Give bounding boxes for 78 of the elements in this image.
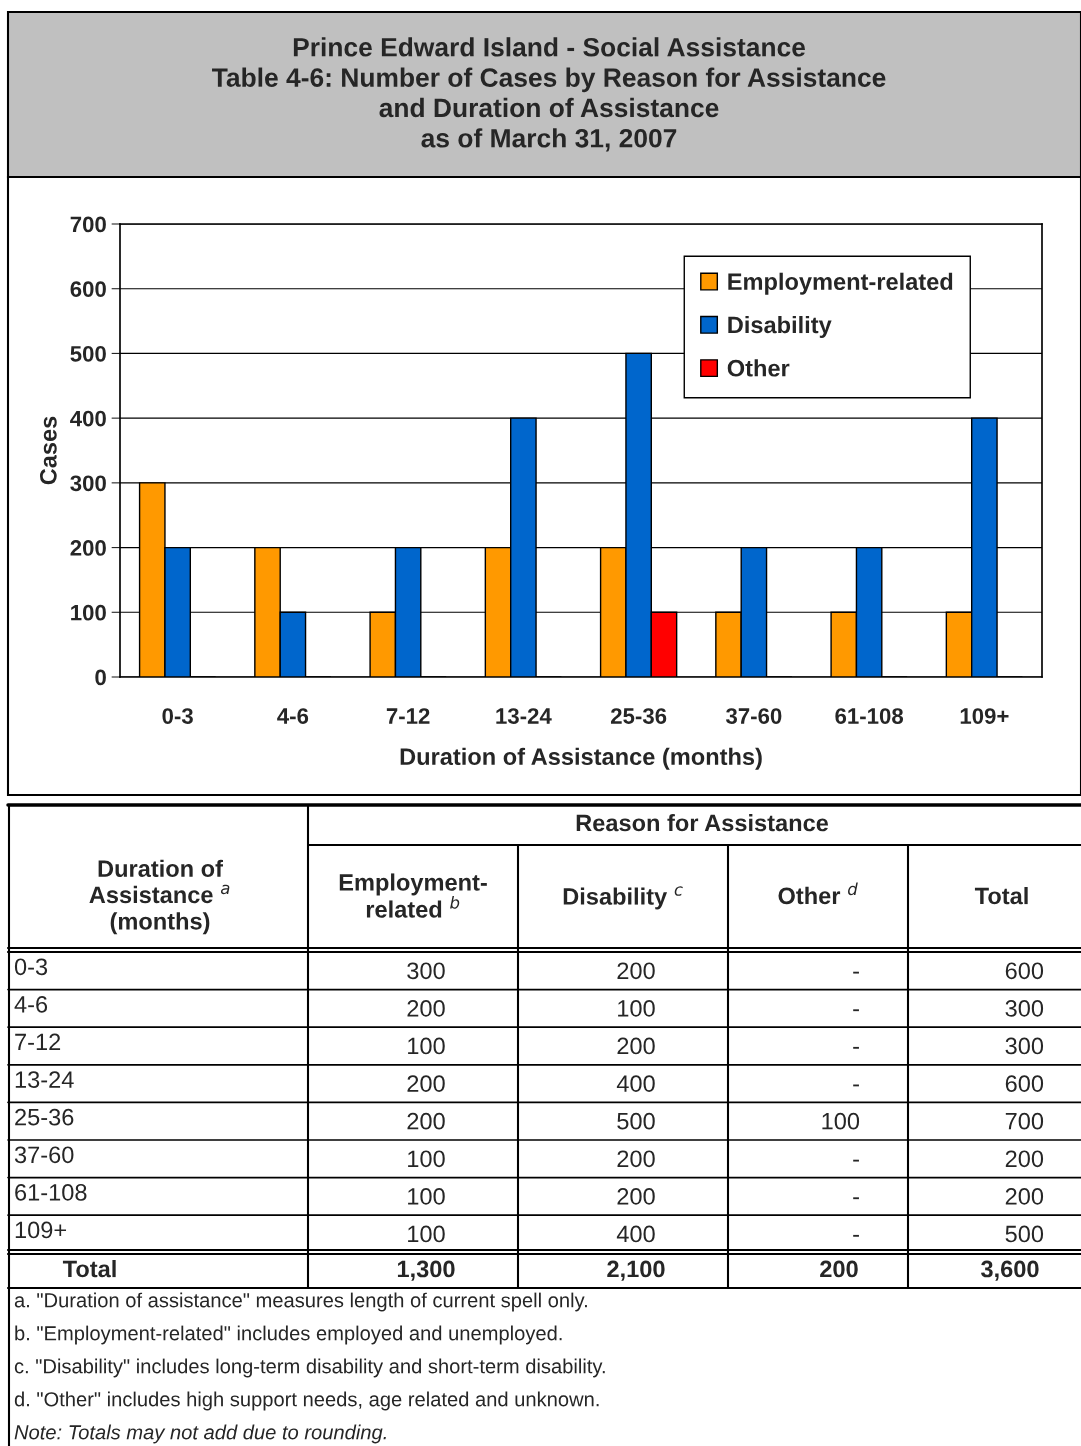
- text: 400: [616, 1225, 655, 1243]
- text: 200: [820, 1260, 858, 1278]
- text: Note: Totals may not add due to rounding.: [14, 1424, 386, 1444]
- y-tick-label: 100: [71, 604, 106, 621]
- category-label: 0-3: [14, 958, 48, 976]
- text: 300: [407, 962, 445, 980]
- x-tick-label: 0-3: [162, 708, 193, 724]
- category-label: 109+: [15, 1221, 67, 1239]
- text: 200: [617, 1037, 655, 1055]
- text: 200: [1005, 1188, 1044, 1205]
- text: 100: [618, 1000, 655, 1017]
- text: 500: [617, 1112, 655, 1130]
- text: 100: [408, 1188, 445, 1205]
- text: Disability $^{c}$: [563, 886, 683, 910]
- text: Other $^{d}$: [778, 882, 858, 905]
- text: Employment- related $^{b}$: [339, 873, 487, 918]
- text: b. "Employment-related" includes employed and unemployed.: [15, 1325, 562, 1345]
- text: 700: [1005, 1112, 1044, 1130]
- text: -: [853, 1084, 859, 1087]
- text: 200: [407, 1112, 445, 1130]
- category-label: 25-36: [15, 1108, 74, 1126]
- text: 200: [1005, 1150, 1044, 1168]
- y-tick-label: 400: [70, 410, 106, 427]
- text: 200: [407, 1075, 445, 1092]
- y-tick-label: 0: [95, 669, 106, 686]
- text: 200: [407, 1000, 445, 1017]
- text: -: [853, 1234, 859, 1237]
- text: 500: [1005, 1225, 1044, 1243]
- text: Duration of Assistance $^{a}$ (months): [89, 859, 230, 935]
- text: -: [853, 1159, 859, 1162]
- category-label: 13-24: [15, 1071, 74, 1088]
- legend-label: Other: [727, 359, 790, 377]
- x-tick-label: 37-60: [725, 708, 782, 724]
- text: 200: [617, 1188, 655, 1205]
- text: c. "Disability" includes long-term disability and short-term disability.: [14, 1358, 605, 1378]
- category-label: 4-6: [14, 996, 48, 1013]
- y-tick-label: 200: [70, 540, 106, 556]
- text: 100: [408, 1150, 445, 1168]
- x-tick-label: 7-12: [386, 708, 430, 724]
- text: 200: [617, 1150, 655, 1168]
- text: 100: [408, 1037, 445, 1055]
- text: 600: [1005, 962, 1044, 980]
- text: Total: [974, 886, 1028, 905]
- x-tick-label: 13-24: [496, 708, 552, 724]
- category-label: 7-12: [15, 1033, 61, 1051]
- y-tick-label: 700: [70, 216, 106, 233]
- x-tick-label: 4-6: [277, 708, 309, 724]
- text: 2,100: [607, 1260, 665, 1281]
- x-tick-label: 61-108: [835, 708, 904, 724]
- text: d. "Other" includes high support needs, age related and unknown.: [14, 1391, 599, 1411]
- x-tick-label: 25-36: [610, 708, 667, 724]
- x-tick-label: 109+: [960, 708, 1009, 724]
- text: -: [853, 971, 859, 974]
- y-tick-label: 300: [70, 475, 106, 492]
- text: Total: [62, 1259, 116, 1278]
- text: -: [853, 1197, 859, 1200]
- text: 300: [1005, 1037, 1044, 1055]
- text: a. "Duration of assistance" measures length of current spell only.: [14, 1292, 587, 1312]
- legend-label: Disability: [728, 315, 832, 338]
- chart-title: Prince Edward Island - Social Assistance Table 4-6: Number of Cases by Reason for Assistance and Duration of Assistance as of March 31, 2007: [212, 37, 886, 152]
- category-label: 61-108: [15, 1184, 87, 1201]
- legend-label: Employment-related: [728, 272, 953, 295]
- text: 100: [822, 1112, 860, 1130]
- text: 600: [1005, 1075, 1044, 1092]
- y-axis-title: Cases: [40, 416, 57, 485]
- x-axis-title: Duration of Assistance (months): [400, 747, 762, 770]
- text: -: [853, 1009, 859, 1012]
- y-tick-label: 500: [70, 345, 106, 362]
- text: 1,300: [397, 1260, 455, 1281]
- text: -: [853, 1046, 859, 1049]
- category-label: 37-60: [14, 1146, 74, 1164]
- text: 400: [616, 1075, 655, 1092]
- text: Reason for Assistance: [576, 813, 829, 832]
- text: 100: [408, 1225, 445, 1243]
- text: 3,600: [981, 1260, 1039, 1281]
- text: 300: [1005, 1000, 1044, 1017]
- y-tick-label: 600: [70, 281, 106, 297]
- text: 200: [617, 962, 655, 980]
